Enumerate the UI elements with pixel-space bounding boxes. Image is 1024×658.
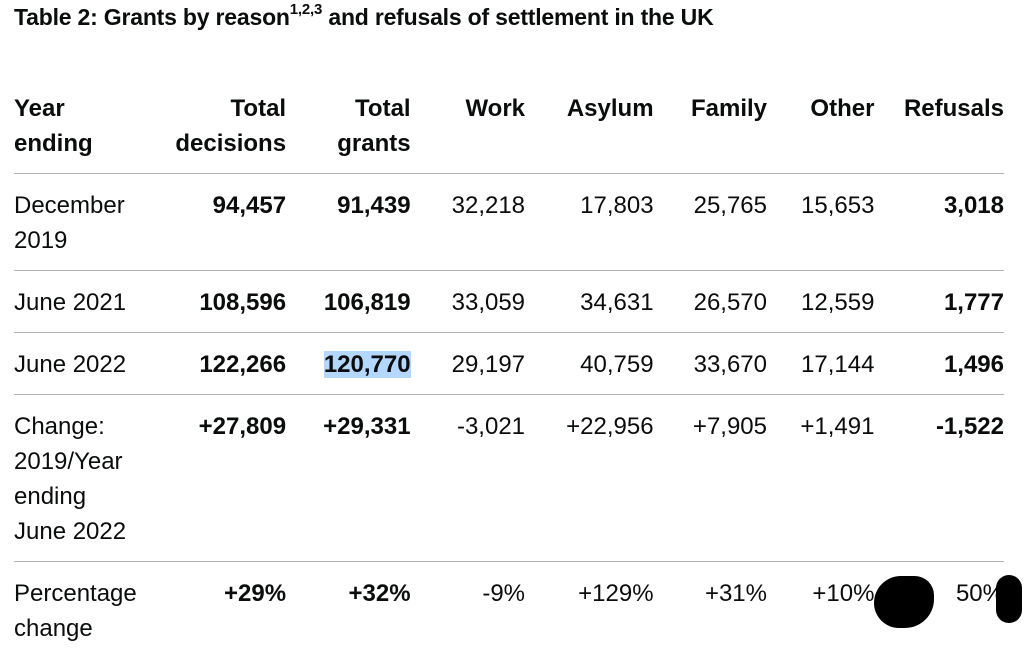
cell-total-decisions: +29% <box>145 562 287 658</box>
table-row: June 2021 108,596 106,819 33,059 34,631 … <box>14 271 1004 333</box>
cell-refusals: 3,018 <box>874 174 1004 271</box>
cell-total-grants: 106,819 <box>286 271 411 333</box>
cell-family: 33,670 <box>654 333 767 395</box>
cell-total-decisions: +27,809 <box>145 395 287 562</box>
cell-work: 32,218 <box>411 174 525 271</box>
cell-asylum: 40,759 <box>525 333 654 395</box>
header-other: Other <box>767 90 874 174</box>
selected-text[interactable]: 120,770 <box>324 351 411 378</box>
cell-other: 17,144 <box>767 333 874 395</box>
cell-other: +10% <box>767 562 874 658</box>
cell-refusals: 1,777 <box>874 271 1004 333</box>
cell-total-grants: 120,770 <box>286 333 411 395</box>
cell-total-grants: +32% <box>286 562 411 658</box>
row-label: June 2021 <box>14 271 145 333</box>
header-refusals: Refusals <box>874 90 1004 174</box>
cell-refusals: 1,496 <box>874 333 1004 395</box>
cell-total-decisions: 108,596 <box>145 271 287 333</box>
cell-work: -3,021 <box>411 395 525 562</box>
title-rest: and refusals of settlement in the UK <box>322 4 713 30</box>
cell-asylum: +129% <box>525 562 654 658</box>
cell-total-decisions: 94,457 <box>145 174 287 271</box>
header-asylum: Asylum <box>525 90 654 174</box>
cell-other: 15,653 <box>767 174 874 271</box>
cell-work: 29,197 <box>411 333 525 395</box>
cell-family: +31% <box>654 562 767 658</box>
cell-work: -9% <box>411 562 525 658</box>
header-work: Work <box>411 90 525 174</box>
cell-total-grants: 91,439 <box>286 174 411 271</box>
cell-work: 33,059 <box>411 271 525 333</box>
row-label: June 2022 <box>14 333 145 395</box>
cell-family: 26,570 <box>654 271 767 333</box>
title-footnote-refs[interactable]: 1,2,3 <box>290 1 322 18</box>
cell-refusals: -1,522 <box>874 395 1004 562</box>
cell-family: 25,765 <box>654 174 767 271</box>
cell-total-decisions: 122,266 <box>145 333 287 395</box>
title-main: Table 2: Grants by reason <box>14 4 290 30</box>
cell-total-grants: +29,331 <box>286 395 411 562</box>
cell-other: 12,559 <box>767 271 874 333</box>
cell-family: +7,905 <box>654 395 767 562</box>
cell-asylum: +22,956 <box>525 395 654 562</box>
table-title: Table 2: Grants by reason1,2,3 and refus… <box>14 4 714 31</box>
cell-asylum: 17,803 <box>525 174 654 271</box>
header-family: Family <box>654 90 767 174</box>
redaction-scribble <box>996 575 1022 623</box>
cell-asylum: 34,631 <box>525 271 654 333</box>
cell-other: +1,491 <box>767 395 874 562</box>
table-row: June 2022 122,266 120,770 29,197 40,759 … <box>14 333 1004 395</box>
